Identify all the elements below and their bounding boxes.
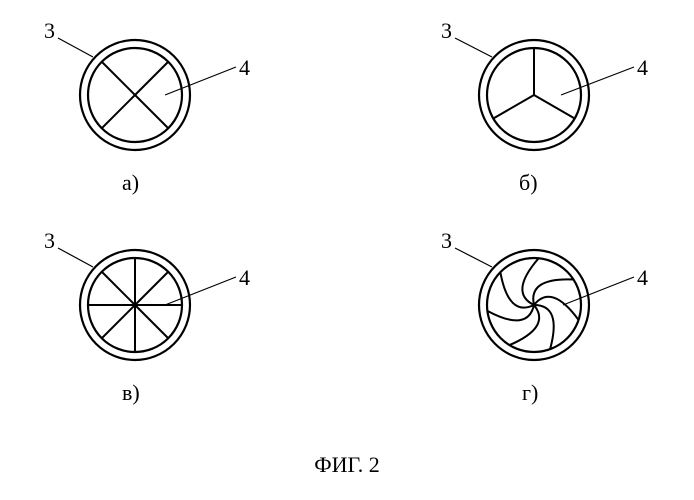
figure-caption: ФИГ. 2 [314,452,380,478]
sublabel-c: в) [122,380,140,406]
label-4-d: 4 [637,265,648,291]
label-3-d: 3 [441,228,452,254]
sublabel-b: б) [519,170,538,196]
figure-svg [0,0,694,500]
label-4-a: 4 [239,55,250,81]
label-3-b: 3 [441,18,452,44]
label-3-a: 3 [44,18,55,44]
sublabel-a: а) [122,170,139,196]
sublabel-d: г) [522,380,538,406]
label-3-c: 3 [44,228,55,254]
label-4-b: 4 [637,55,648,81]
label-4-c: 4 [239,265,250,291]
